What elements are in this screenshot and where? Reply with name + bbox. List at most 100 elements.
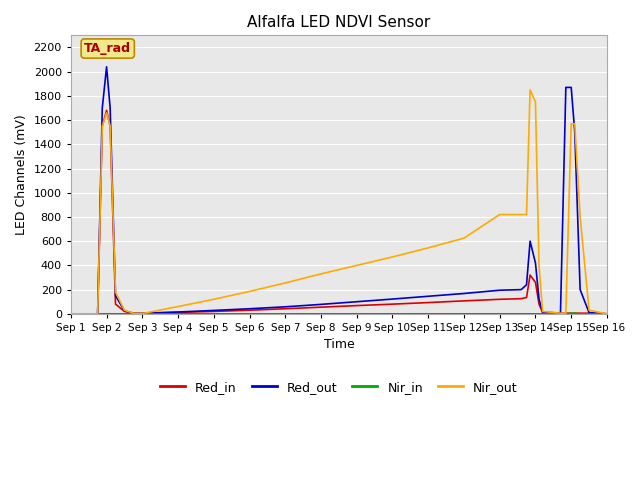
Nir_in [138,311,146,317]
Red_out [535,297,543,302]
Line: Red_out: Red_out [71,67,607,314]
Red_out [460,290,468,296]
X-axis label: Time: Time [323,338,355,351]
Nir_in [282,311,289,317]
Red_out [103,64,111,70]
Red_in [567,311,575,316]
Nir_out [140,311,148,316]
Nir_in [535,311,543,317]
Red_out [539,309,547,315]
Nir_out [585,307,593,313]
Red_out [496,288,504,293]
Red_out [388,296,396,302]
Nir_out [523,212,531,217]
Red_out [140,311,148,316]
Nir_in [129,311,137,317]
Nir_out [103,110,111,116]
Red_out [532,260,540,266]
Nir_out [99,123,106,129]
Nir_out [557,311,564,316]
Red_out [523,282,531,288]
Red_out [585,310,593,315]
Nir_in [523,311,531,317]
Nir_out [120,307,128,313]
Nir_out [282,280,289,286]
Red_in [576,311,584,316]
Nir_out [539,309,547,314]
Nir_in [353,311,360,317]
Nir_in [210,311,218,317]
Red_in [460,298,468,304]
Red_in [424,300,432,305]
Red_in [496,297,504,302]
Red_out [571,129,579,135]
Red_in [246,307,253,313]
Nir_in [388,311,396,317]
Nir_in [603,311,611,317]
Nir_in [67,311,75,317]
Nir_in [585,311,593,317]
Nir_in [539,311,547,317]
Nir_out [353,263,360,268]
Red_in [210,309,218,314]
Red_in [517,296,525,301]
Nir_out [496,212,504,217]
Red_out [99,105,106,111]
Red_in [140,311,148,316]
Red_in [317,304,325,310]
Nir_in [576,311,584,317]
Red_out [129,311,137,316]
Red_in [532,279,540,285]
Red_in [539,310,547,315]
Legend: Red_in, Red_out, Nir_in, Nir_out: Red_in, Red_out, Nir_in, Nir_out [155,376,523,399]
Red_in [526,272,534,278]
Nir_in [460,311,468,317]
Nir_in [99,311,106,317]
Red_in [120,309,128,314]
Red_out [106,105,114,111]
Red_out [138,311,146,316]
Text: TA_rad: TA_rad [84,42,131,55]
Red_in [535,301,543,307]
Nir_in [120,311,128,317]
Red_in [103,108,111,113]
Nir_out [388,254,396,260]
Nir_out [460,235,468,241]
Line: Nir_out: Nir_out [71,90,607,314]
Red_in [174,310,182,315]
Red_in [557,311,564,316]
Nir_in [106,311,114,317]
Red_out [210,308,218,313]
Nir_out [106,123,114,129]
Nir_out [603,311,611,317]
Red_in [282,306,289,312]
Red_out [246,306,253,312]
Nir_in [562,311,570,317]
Nir_out [424,245,432,251]
Red_in [94,311,102,317]
Nir_out [567,121,575,127]
Nir_out [210,297,218,302]
Red_in [388,301,396,307]
Nir_in [532,311,540,317]
Nir_in [424,311,432,317]
Red_out [282,304,289,310]
Nir_out [571,121,579,127]
Nir_out [526,87,534,93]
Red_out [576,287,584,292]
Red_out [567,84,575,90]
Nir_in [246,311,253,317]
Red_out [603,311,611,317]
Red_out [317,301,325,307]
Red_out [111,293,119,299]
Nir_out [129,311,137,316]
Red_out [526,238,534,244]
Nir_out [111,289,119,295]
Nir_in [94,311,102,317]
Red_in [353,303,360,309]
Nir_in [140,311,148,317]
Nir_out [535,263,543,268]
Red_in [111,301,119,307]
Red_in [67,311,75,317]
Red_out [94,311,102,317]
